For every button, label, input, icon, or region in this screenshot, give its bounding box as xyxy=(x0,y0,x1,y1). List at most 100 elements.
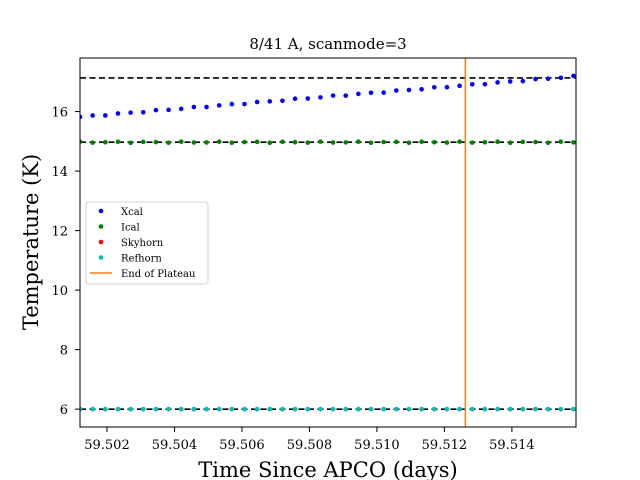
refhorn-point xyxy=(216,406,222,412)
ical-point xyxy=(469,140,475,145)
refhorn-point xyxy=(431,406,437,412)
x-axis-label: Time Since APCO (days) xyxy=(198,458,457,480)
xcal-point xyxy=(318,95,323,100)
xcal-point xyxy=(140,109,146,115)
legend-box xyxy=(85,201,209,285)
xcal-point xyxy=(343,93,349,98)
x-tick-label: 59.502 xyxy=(84,438,130,453)
plot-content xyxy=(80,58,576,427)
xcal-point xyxy=(153,107,159,113)
x-tick-label: 59.514 xyxy=(489,438,535,453)
xcal-point xyxy=(533,76,538,82)
xcal-point xyxy=(242,101,247,107)
xcal-point xyxy=(356,91,361,97)
xcal-point xyxy=(545,76,551,81)
refhorn-point xyxy=(90,406,95,412)
ical-point xyxy=(216,139,222,144)
legend-marker-skyhorn xyxy=(98,239,104,245)
legend-label-ical: Ical xyxy=(121,223,140,234)
refhorn-point xyxy=(229,406,235,412)
refhorn-point xyxy=(254,406,260,412)
refhorn-point xyxy=(330,406,336,412)
ical-point xyxy=(343,140,349,145)
xcal-point xyxy=(216,103,222,108)
x-tick-label: 59.510 xyxy=(354,438,400,453)
legend-label-xcal: Xcal xyxy=(121,207,143,218)
xcal-point xyxy=(292,96,298,101)
ical-point xyxy=(520,139,526,145)
ical-point xyxy=(191,140,197,145)
refhorn-point xyxy=(115,406,121,412)
xcal-point xyxy=(520,78,526,84)
legend-marker-xcal xyxy=(98,208,104,214)
ical-point xyxy=(457,139,462,144)
series-ical xyxy=(80,139,576,146)
ical-point xyxy=(571,140,576,145)
xcal-point xyxy=(381,90,386,95)
ical-point xyxy=(103,139,108,145)
legend-marker-ical xyxy=(98,224,104,229)
x-tick-label: 59.512 xyxy=(422,438,468,453)
ical-point xyxy=(330,140,336,145)
ical-point xyxy=(115,139,121,145)
ical-point xyxy=(229,140,235,146)
refhorn-point xyxy=(545,406,551,412)
ical-point xyxy=(90,140,95,145)
xcal-point xyxy=(90,113,95,118)
ical-point xyxy=(280,139,285,145)
refhorn-point xyxy=(419,406,424,412)
xcal-point xyxy=(128,110,133,115)
axes: 59.502 59.504 59.506 59.508 59.510 59.512 59.5… xyxy=(51,57,577,453)
legend-marker-refhorn xyxy=(98,255,104,260)
series-refhorn xyxy=(80,406,576,412)
refhorn-point xyxy=(103,406,108,412)
chart-title: 8/41 A, scanmode=3 xyxy=(249,35,406,53)
refhorn-point xyxy=(381,406,386,412)
xcal-point xyxy=(571,73,576,79)
refhorn-point xyxy=(318,406,323,412)
refhorn-point xyxy=(153,406,159,412)
refhorn-point xyxy=(267,406,273,412)
refhorn-point xyxy=(166,406,171,412)
xcal-point xyxy=(406,87,412,93)
ical-point xyxy=(254,139,260,145)
refhorn-point xyxy=(507,406,513,412)
xcal-point xyxy=(280,98,285,104)
y-tick-label: 16 xyxy=(51,106,68,121)
ical-point xyxy=(204,140,209,145)
xcal-point xyxy=(254,99,260,105)
xcal-point xyxy=(431,84,437,90)
y-tick-label: 12 xyxy=(51,225,68,240)
xcal-point xyxy=(482,81,488,87)
xcal-point xyxy=(80,114,83,120)
refhorn-point xyxy=(558,406,564,412)
plot-area xyxy=(80,58,576,427)
legend: Xcal Ical Skyhorn Refhorn End of Plateau xyxy=(85,201,209,285)
xcal-point xyxy=(115,111,121,116)
xcal-point xyxy=(330,93,336,98)
ical-point xyxy=(431,139,437,145)
xcal-point xyxy=(267,99,273,104)
refhorn-point xyxy=(495,406,500,412)
y-tick-label: 10 xyxy=(51,284,68,299)
ical-point xyxy=(495,139,500,145)
legend-label-skyhorn: Skyhorn xyxy=(121,238,164,249)
ical-point xyxy=(394,139,399,145)
x-tick-label: 59.504 xyxy=(152,438,198,453)
refhorn-point xyxy=(368,406,374,412)
xcal-point xyxy=(368,90,374,96)
refhorn-point xyxy=(444,406,450,412)
refhorn-point xyxy=(533,406,538,412)
refhorn-point xyxy=(280,406,285,412)
xcal-point xyxy=(444,84,450,90)
ical-point xyxy=(419,139,424,145)
xcal-point xyxy=(103,113,108,118)
ical-point xyxy=(356,139,361,144)
refhorn-point xyxy=(191,406,197,412)
xcal-point xyxy=(419,87,424,92)
refhorn-point xyxy=(571,406,576,412)
series-xcal xyxy=(80,73,576,120)
xcal-point xyxy=(394,88,399,93)
refhorn-point xyxy=(356,406,361,412)
refhorn-point xyxy=(292,406,298,412)
